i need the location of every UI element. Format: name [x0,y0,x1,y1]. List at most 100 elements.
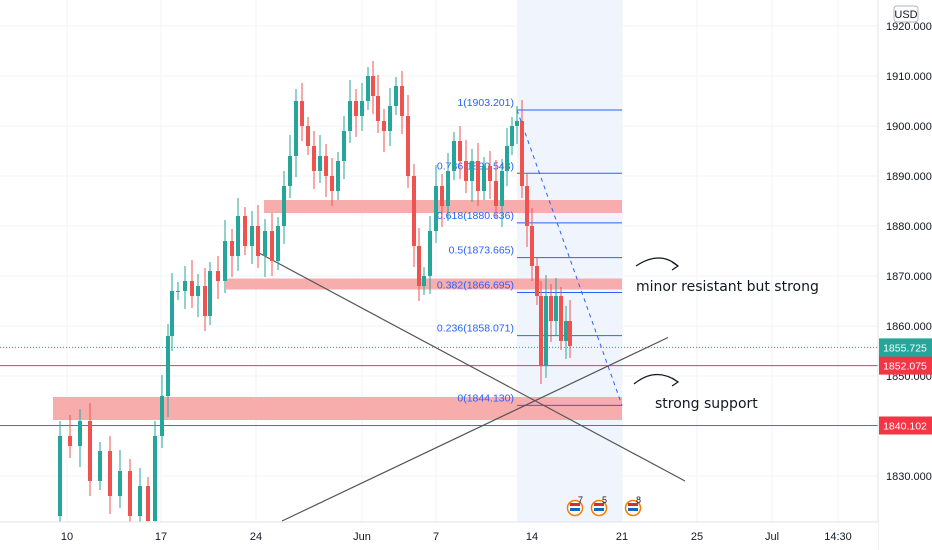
candle-body [422,276,426,286]
candle-body [376,96,380,121]
candle-body [153,436,157,521]
candle-body [78,421,82,446]
candle-body [256,226,260,256]
price-tick-label: 1870.000 [886,271,932,283]
price-tick-label: 1890.000 [886,171,932,183]
time-tick-label: 17 [155,531,167,543]
candle-body [505,146,509,171]
support-zone[interactable] [53,397,622,420]
price-tick-label: 1830.000 [886,471,932,483]
currency-label: USD [894,9,917,21]
price-line-value: 1852.075 [883,361,927,373]
arrow-resistance[interactable] [635,257,679,267]
price-tick-label: 1900.000 [886,121,932,133]
candle-body [525,186,529,226]
candle-body [434,186,438,231]
candle-body [230,241,234,256]
fib-level-label: 0.618(1880.636) [437,210,514,222]
price-line-tag[interactable] [879,356,932,375]
currency-badge[interactable] [893,5,919,23]
candle-body [371,76,375,96]
price-tick-label: 1860.000 [886,321,932,333]
candle-body [118,471,122,496]
annotation-resistance[interactable]: minor resistant but strong [636,279,819,295]
annotations[interactable]: minor resistant but strong strong support [633,257,819,412]
candle-body [336,161,340,191]
candle-body [417,246,421,286]
candle-body [270,231,274,261]
candle-body [470,161,474,181]
candle-body [282,186,286,226]
candle-body [324,156,328,176]
candle-body [559,296,563,341]
candle-body [406,116,410,176]
candle-body [128,471,132,516]
last-price-value: 1855.725 [883,342,927,354]
flag-stripe-icon [628,503,638,506]
candle-body [183,281,187,291]
candle-body [494,181,498,206]
candle-body [263,231,267,256]
candle-body [176,291,180,292]
horizontal-lines [0,346,878,426]
candle-body [196,286,200,296]
candle-body [400,86,404,116]
candle-body [330,176,334,191]
flag-stripe-icon [594,508,604,511]
time-tick-label: 7 [433,531,439,543]
candle-body [166,336,170,396]
candle-body [348,101,352,131]
flag-stripe-icon [628,508,638,511]
candle-body [564,321,568,341]
candle-body [146,486,150,521]
trend-line-descending[interactable] [259,252,686,482]
time-tick-label: 24 [250,531,262,543]
candle-body [58,436,62,516]
price-axis-background [878,0,932,550]
fib-level-label: 0.382(1866.695) [437,280,514,292]
trend-lines[interactable] [259,252,686,522]
price-tick-label: 1880.000 [886,221,932,233]
candle-body [294,101,298,156]
candle-body [170,291,174,336]
candle-body [138,486,142,516]
time-axis[interactable]: 10 17 24 Jun 7 14 21 25 Jul 14:30 [0,521,878,550]
candle-body [190,281,194,296]
flag-stripe-icon [570,503,580,506]
candle-body [216,271,220,281]
date-range-highlight [517,0,622,522]
candle-body [276,226,280,261]
trend-line-ascending[interactable] [281,336,669,522]
candle-body [458,141,462,161]
candle-body [360,101,364,116]
candle-body [440,186,444,206]
price-line-tag[interactable] [879,416,932,435]
fib-level-label: 0.786(1890.543) [437,160,514,172]
candle-body [412,176,416,246]
candle-body [342,131,346,161]
annotation-support[interactable]: strong support [655,396,758,412]
flag-stripe-icon [594,503,604,506]
candle-body [88,421,92,481]
candle-body [208,271,212,316]
candle-body [464,161,468,181]
event-markers[interactable]: 7 5 8 [566,495,642,517]
candle-body [160,396,164,436]
fibonacci-retracement[interactable]: 1(1903.201) 0.786(1890.543) 0.618(1880.636… [437,97,623,406]
fib-level-label: 0.5(1873.665) [449,245,514,257]
fib-level-label: 0(1844.130) [457,392,514,404]
price-axis[interactable]: 1920.000 1910.000 1900.000 1890.000 1880.000… [877,0,932,550]
candle-body [428,231,432,276]
time-axis-background [0,522,878,550]
price-line-value: 1840.102 [883,420,927,432]
time-tick-label: 10 [61,531,73,543]
candle-body [98,451,102,481]
candle-body [203,286,207,316]
candle-body [535,266,539,296]
price-tick-label: 1920.000 [886,21,932,33]
candle-body [515,121,519,126]
candle-body [500,171,504,206]
candle-body [236,216,240,256]
candle-body [306,126,310,146]
